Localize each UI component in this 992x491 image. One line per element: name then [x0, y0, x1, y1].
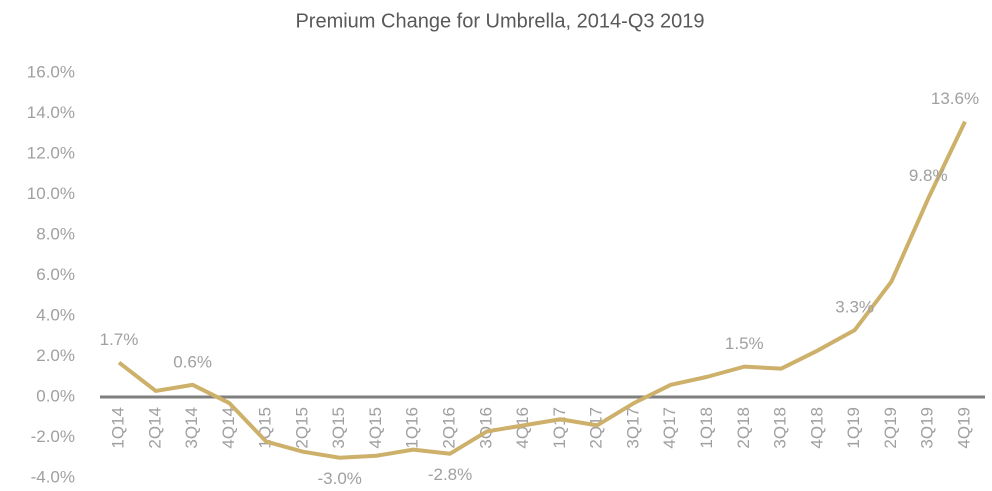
x-tick-label: 4Q16: [513, 407, 532, 449]
x-tick-label: 3Q16: [476, 407, 495, 449]
y-tick-label: -4.0%: [31, 467, 75, 486]
x-tick-label: 2Q16: [440, 407, 459, 449]
line: [117, 120, 967, 460]
data-label: 13.6%: [931, 89, 979, 108]
y-tick-label: -2.0%: [31, 427, 75, 446]
y-tick-label: 4.0%: [36, 305, 75, 324]
x-tick-label: 1Q17: [550, 407, 569, 449]
data-label: 3.3%: [835, 298, 874, 317]
x-tick-label: 4Q18: [807, 407, 826, 449]
x-tick-label: 3Q19: [918, 407, 937, 449]
y-tick-label: 16.0%: [27, 62, 75, 81]
x-tick-label: 1Q16: [403, 407, 422, 449]
x-tick-label: 3Q18: [771, 407, 790, 449]
y-tick-label: 6.0%: [36, 265, 75, 284]
chart-title: Premium Change for Umbrella, 2014-Q3 201…: [295, 10, 704, 32]
x-tick-label: 2Q15: [292, 407, 311, 449]
x-tick-label: 4Q15: [366, 407, 385, 449]
x-tick-label: 3Q17: [623, 407, 642, 449]
y-tick-label: 2.0%: [36, 346, 75, 365]
x-tick-label: 2Q18: [734, 407, 753, 449]
x-tick-label: 2Q14: [145, 407, 164, 449]
x-tick-label: 3Q14: [182, 407, 201, 449]
x-tick-label: 3Q15: [329, 407, 348, 449]
data-label: 1.5%: [725, 334, 764, 353]
x-tick-label: 4Q17: [660, 407, 679, 449]
x-tick-label: 2Q17: [587, 407, 606, 449]
y-tick-label: 10.0%: [27, 184, 75, 203]
x-tick-label: 1Q19: [844, 407, 863, 449]
x-tick-label: 2Q19: [881, 407, 900, 449]
y-tick-label: 12.0%: [27, 143, 75, 162]
y-tick-label: 14.0%: [27, 103, 75, 122]
x-tick-label: 1Q18: [697, 407, 716, 449]
x-tick-label: 1Q14: [108, 407, 127, 449]
y-tick-label: 8.0%: [36, 224, 75, 243]
data-label: 0.6%: [173, 352, 212, 371]
x-tick-label: 4Q14: [219, 407, 238, 449]
x-tick-label: 4Q19: [954, 407, 973, 449]
data-label: 1.7%: [100, 330, 139, 349]
y-tick-label: 0.0%: [36, 386, 75, 405]
data-label: -2.8%: [428, 465, 472, 484]
data-label: -3.0%: [317, 469, 361, 488]
data-label: 9.8%: [909, 166, 948, 185]
